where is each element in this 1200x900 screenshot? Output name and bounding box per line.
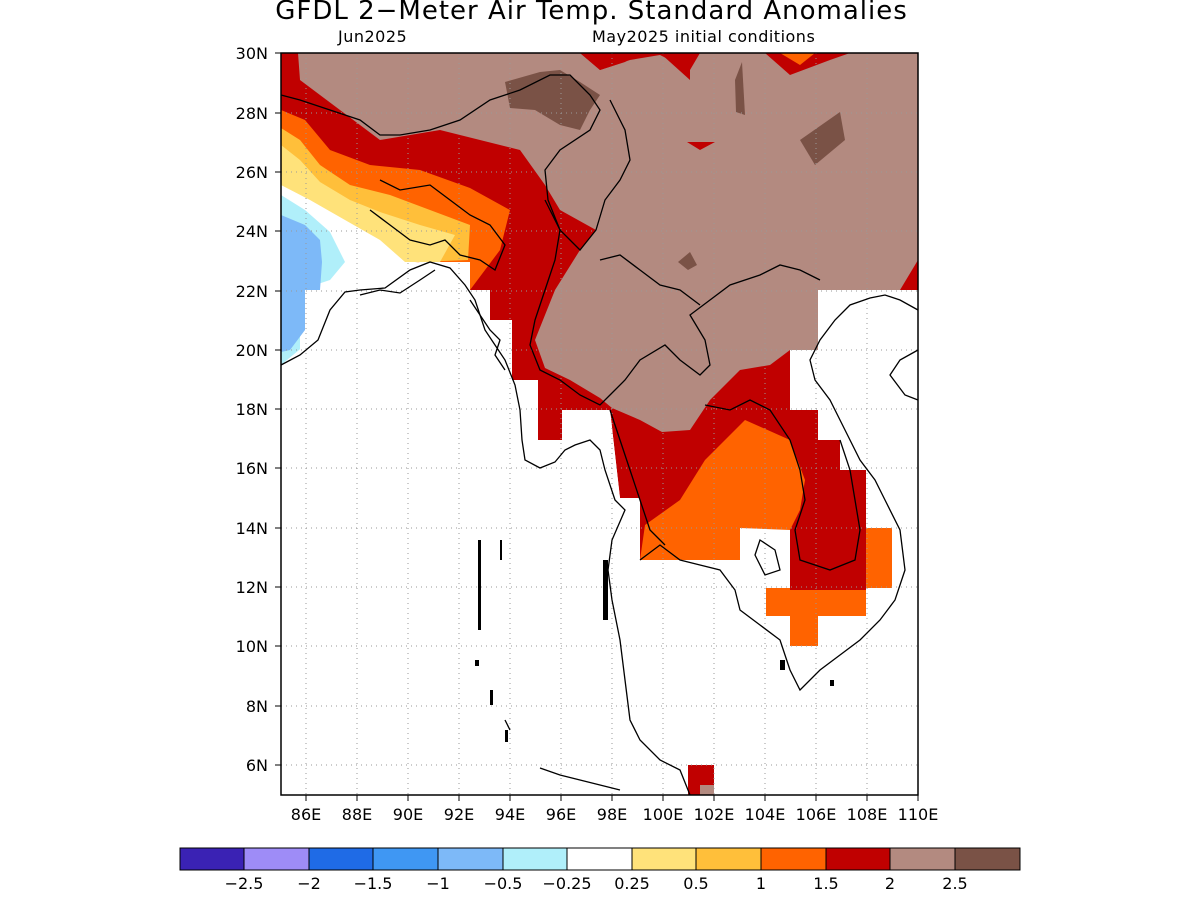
colorbar-label: 0.25 (614, 874, 650, 893)
colorbar-label: −1.5 (354, 874, 393, 893)
lon-label-108e: 108E (847, 805, 888, 824)
colorbar-label: −1 (426, 874, 450, 893)
grid-lines (281, 53, 918, 795)
lon-label-92e: 92E (444, 805, 474, 824)
lon-label-110e: 110E (898, 805, 939, 824)
colorbar-label: 1.5 (813, 874, 838, 893)
lon-label-96e: 96E (546, 805, 576, 824)
lat-label-22n: 22N (236, 282, 268, 301)
axis-ticks (275, 52, 919, 801)
lat-label-16n: 16N (236, 459, 268, 478)
forecast-month: Jun2025 (338, 27, 408, 46)
colorbar-swatch (179, 847, 245, 871)
anomaly-region-1-5-east (640, 420, 805, 560)
lon-label-98e: 98E (597, 805, 627, 824)
colorbar-swatch (502, 847, 568, 871)
colorbar-label: 0.5 (683, 874, 708, 893)
colorbar-label: −2.5 (225, 874, 264, 893)
lat-label-26n: 26N (236, 163, 268, 182)
map-title: GFDL 2−Meter Air Temp. Standard Anomalie… (275, 0, 908, 26)
anomaly-region-0-5-west (281, 145, 455, 262)
colorbar-label: 2.5 (942, 874, 967, 893)
lat-label-8n: 8N (246, 697, 268, 716)
lat-label-30n: 30N (236, 44, 268, 63)
anomaly-region-2-5-south (700, 785, 714, 795)
lat-label-10n: 10N (236, 637, 268, 656)
colorbar-swatch (308, 847, 374, 871)
lat-axis-labels: 30N 28N 26N 24N 22N 20N 18N 16N 14N 12N … (236, 44, 268, 775)
coastlines-and-borders (280, 74, 919, 796)
lat-label-12n: 12N (236, 578, 268, 597)
lon-label-102e: 102E (694, 805, 735, 824)
anomaly-fields (281, 53, 918, 795)
lat-label-18n: 18N (236, 400, 268, 419)
lon-label-94e: 94E (495, 805, 525, 824)
colorbar-swatch (889, 847, 956, 871)
lat-label-28n: 28N (236, 104, 268, 123)
colorbar-swatch (372, 847, 439, 871)
colorbar-label: 1 (756, 874, 766, 893)
colorbar-swatch (566, 847, 633, 871)
colorbar-label: 2 (885, 874, 895, 893)
lon-label-86e: 86E (291, 805, 321, 824)
lon-label-88e: 88E (342, 805, 372, 824)
colorbar-swatch (954, 847, 1021, 871)
map-frame (280, 52, 919, 796)
colorbar-label: −0.5 (484, 874, 523, 893)
colorbar-swatch (437, 847, 504, 871)
colorbar-swatch (760, 847, 827, 871)
lat-label-6n: 6N (246, 756, 268, 775)
lat-label-20n: 20N (236, 341, 268, 360)
lon-label-100e: 100E (643, 805, 684, 824)
colorbar-label: −0.25 (542, 874, 591, 893)
colorbar-swatch (825, 847, 891, 871)
islands (475, 540, 834, 742)
lat-label-14n: 14N (236, 519, 268, 538)
colorbar-swatch (695, 847, 762, 871)
anomaly-region-2-5 (298, 53, 918, 432)
colorbar-swatch (631, 847, 697, 871)
lon-label-90e: 90E (393, 805, 423, 824)
lon-label-104e: 104E (745, 805, 786, 824)
anomaly-region-neg-0-5 (281, 215, 322, 352)
lat-label-24n: 24N (236, 222, 268, 241)
colorbar-swatch (243, 847, 310, 871)
colorbar-label: −2 (297, 874, 321, 893)
initial-conditions: May2025 initial conditions (592, 27, 816, 46)
lon-label-106e: 106E (796, 805, 837, 824)
lon-axis-labels: 86E 88E 90E 92E 94E 96E 98E 100E 102E 10… (291, 805, 939, 824)
colorbar: −2.5 −2 −1.5 −1 −0.5 −0.25 0.25 0.5 1 1.… (179, 847, 1021, 893)
